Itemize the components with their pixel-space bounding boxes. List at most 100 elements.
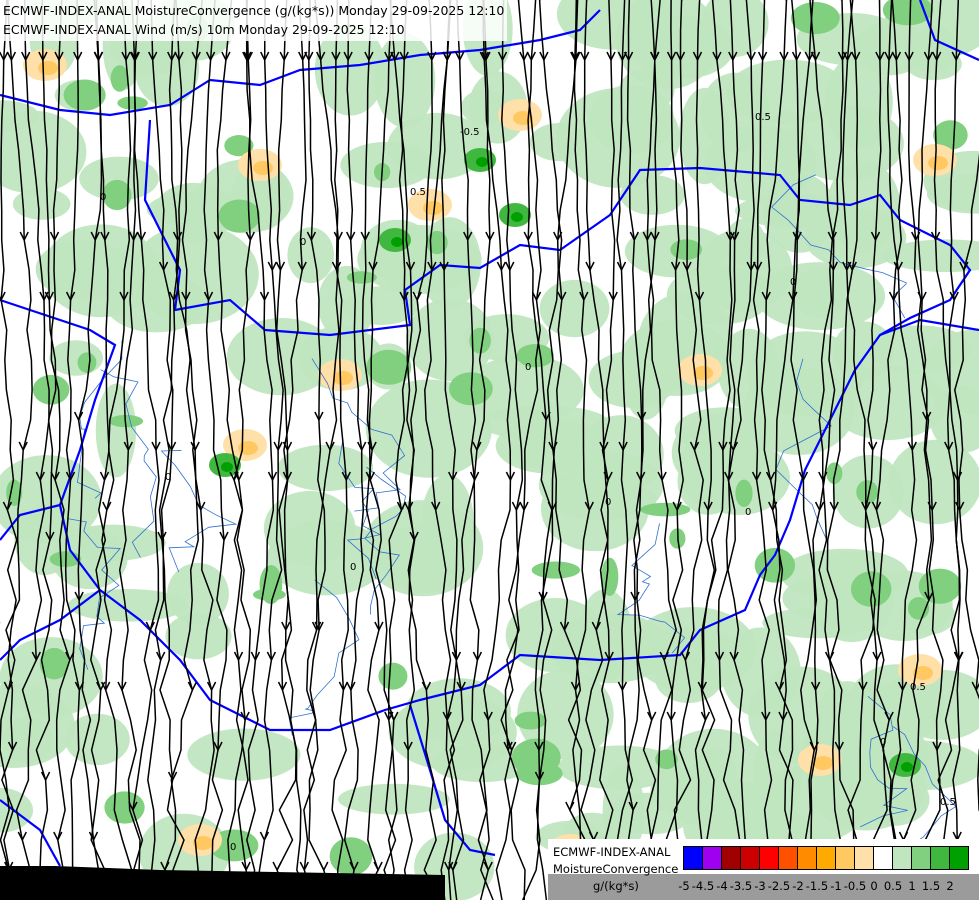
legend-swatch: [684, 847, 703, 869]
streamline: [841, 0, 876, 900]
wind-arrow-icon: [282, 471, 293, 482]
streamline: [306, 0, 340, 900]
wind-arrow-icon: [870, 231, 881, 242]
streamline: [646, 0, 677, 900]
wind-arrow-icon: [616, 261, 627, 272]
river: [616, 523, 686, 654]
wind-arrow-icon: [666, 51, 677, 62]
wind-arrow-icon: [788, 291, 798, 302]
wind-arrow-icon: [519, 501, 529, 512]
color-legend: ECMWF-INDEX-ANAL MoistureConvergence g/(…: [548, 839, 979, 900]
wind-arrow-icon: [304, 51, 314, 62]
wind-arrow-icon: [858, 681, 868, 692]
convergence-area: [726, 59, 850, 125]
wind-arrow-icon: [167, 51, 177, 62]
legend-tick-label: -0.5: [843, 879, 867, 893]
wind-arrow-icon: [17, 831, 27, 842]
wind-arrow-icon: [670, 261, 681, 272]
wind-arrow-icon: [712, 51, 722, 62]
legend-swatches: [683, 846, 969, 870]
wind-arrow-icon: [213, 741, 223, 752]
wind-arrow-icon: [907, 441, 917, 452]
wind-arrow-icon: [483, 861, 493, 872]
river: [160, 450, 238, 573]
wind-arrow-icon: [333, 231, 343, 242]
wind-arrow-icon: [279, 51, 289, 62]
wind-arrow-icon: [53, 831, 63, 842]
convergence-area: [787, 105, 904, 182]
wind-arrow-icon: [472, 441, 482, 452]
convergence-area: [930, 386, 979, 453]
wind-arrow-icon: [267, 261, 277, 272]
convergence-area: [856, 480, 878, 504]
out-of-domain-area: [0, 866, 445, 900]
contour-labels: 0 0 0 0 0 0.5 0.5 0 0.5 0.5 0 0 0 -0.5 0: [100, 112, 956, 853]
legend-parameter: MoistureConvergence: [553, 862, 679, 876]
streamline: [621, 0, 643, 900]
streamline: [331, 0, 349, 900]
wind-arrow-icon: [374, 621, 384, 632]
wind-arrow-icon: [242, 51, 252, 62]
wind-arrow-icon: [128, 801, 138, 812]
legend-swatch: [817, 847, 836, 869]
wind-arrow-icon: [196, 501, 206, 512]
wind-arrow-icon: [526, 51, 536, 62]
wind-arrow-icon: [297, 261, 307, 272]
wind-arrow-icon: [791, 51, 802, 62]
wind-arrow-icon: [19, 231, 29, 242]
wind-arrow-icon: [373, 861, 383, 872]
convergence-area: [117, 96, 148, 110]
wind-arrow-icon: [842, 261, 852, 272]
convergence-area: [882, 239, 979, 273]
wind-arrow-icon: [50, 471, 60, 482]
wind-arrow-icon: [31, 651, 41, 662]
wind-arrow-icon: [810, 51, 821, 62]
wind-arrow-icon: [565, 801, 575, 812]
wind-arrow-icon: [102, 501, 112, 512]
wind-arrow-icon: [694, 291, 705, 302]
wind-arrow-icon: [190, 441, 200, 452]
wind-arrow-icon: [21, 51, 31, 62]
country-border: [0, 503, 61, 541]
wind-arrow-icon: [123, 441, 133, 452]
wind-arrow-icon: [809, 741, 819, 752]
convergence-area: [39, 647, 69, 680]
contour-label: 0: [605, 497, 611, 508]
wind-arrow-icon: [38, 51, 48, 62]
contour-label: 0.5: [410, 187, 426, 198]
streamline: [303, 0, 326, 900]
wind-arrow-icon: [160, 861, 170, 872]
wind-arrow-icon: [761, 711, 771, 722]
wind-arrow-icon: [314, 411, 324, 422]
legend-swatch: [703, 847, 722, 869]
wind-arrow-icon: [599, 441, 609, 452]
streamline: [879, 0, 918, 900]
wind-arrow-icon: [331, 261, 342, 272]
wind-arrow-icon: [448, 471, 458, 482]
title-line-wind: ECMWF-INDEX-ANAL Wind (m/s) 10m Monday 2…: [3, 22, 405, 37]
wind-arrow-icon: [932, 51, 942, 62]
wind-arrow-icon: [463, 231, 473, 242]
contour-label: 0.5: [940, 797, 956, 808]
convergence-area: [615, 0, 720, 90]
streamline: [572, 0, 591, 900]
wind-arrow-icon: [205, 51, 216, 62]
legend-tick-label: 0: [870, 879, 878, 893]
convergence-area: [426, 230, 448, 255]
legend-model: ECMWF-INDEX-ANAL: [553, 845, 671, 859]
legend-tick-label: -1: [830, 879, 842, 893]
wind-arrow-icon: [944, 441, 954, 452]
wind-arrow-icon: [191, 51, 201, 62]
wind-arrow-icon: [49, 231, 60, 242]
convergence-area: [12, 188, 71, 220]
convergence-area: [165, 612, 232, 660]
wind-arrow-icon: [266, 651, 277, 662]
wind-arrow-icon: [503, 741, 513, 752]
convergence-area: [933, 120, 968, 150]
convergence-area: [104, 272, 208, 333]
wind-arrow-icon: [167, 771, 178, 782]
contour-label: 0: [880, 737, 886, 748]
convergence-area: [557, 745, 681, 790]
rivers: [0, 174, 957, 887]
convergence-area: [0, 110, 87, 194]
